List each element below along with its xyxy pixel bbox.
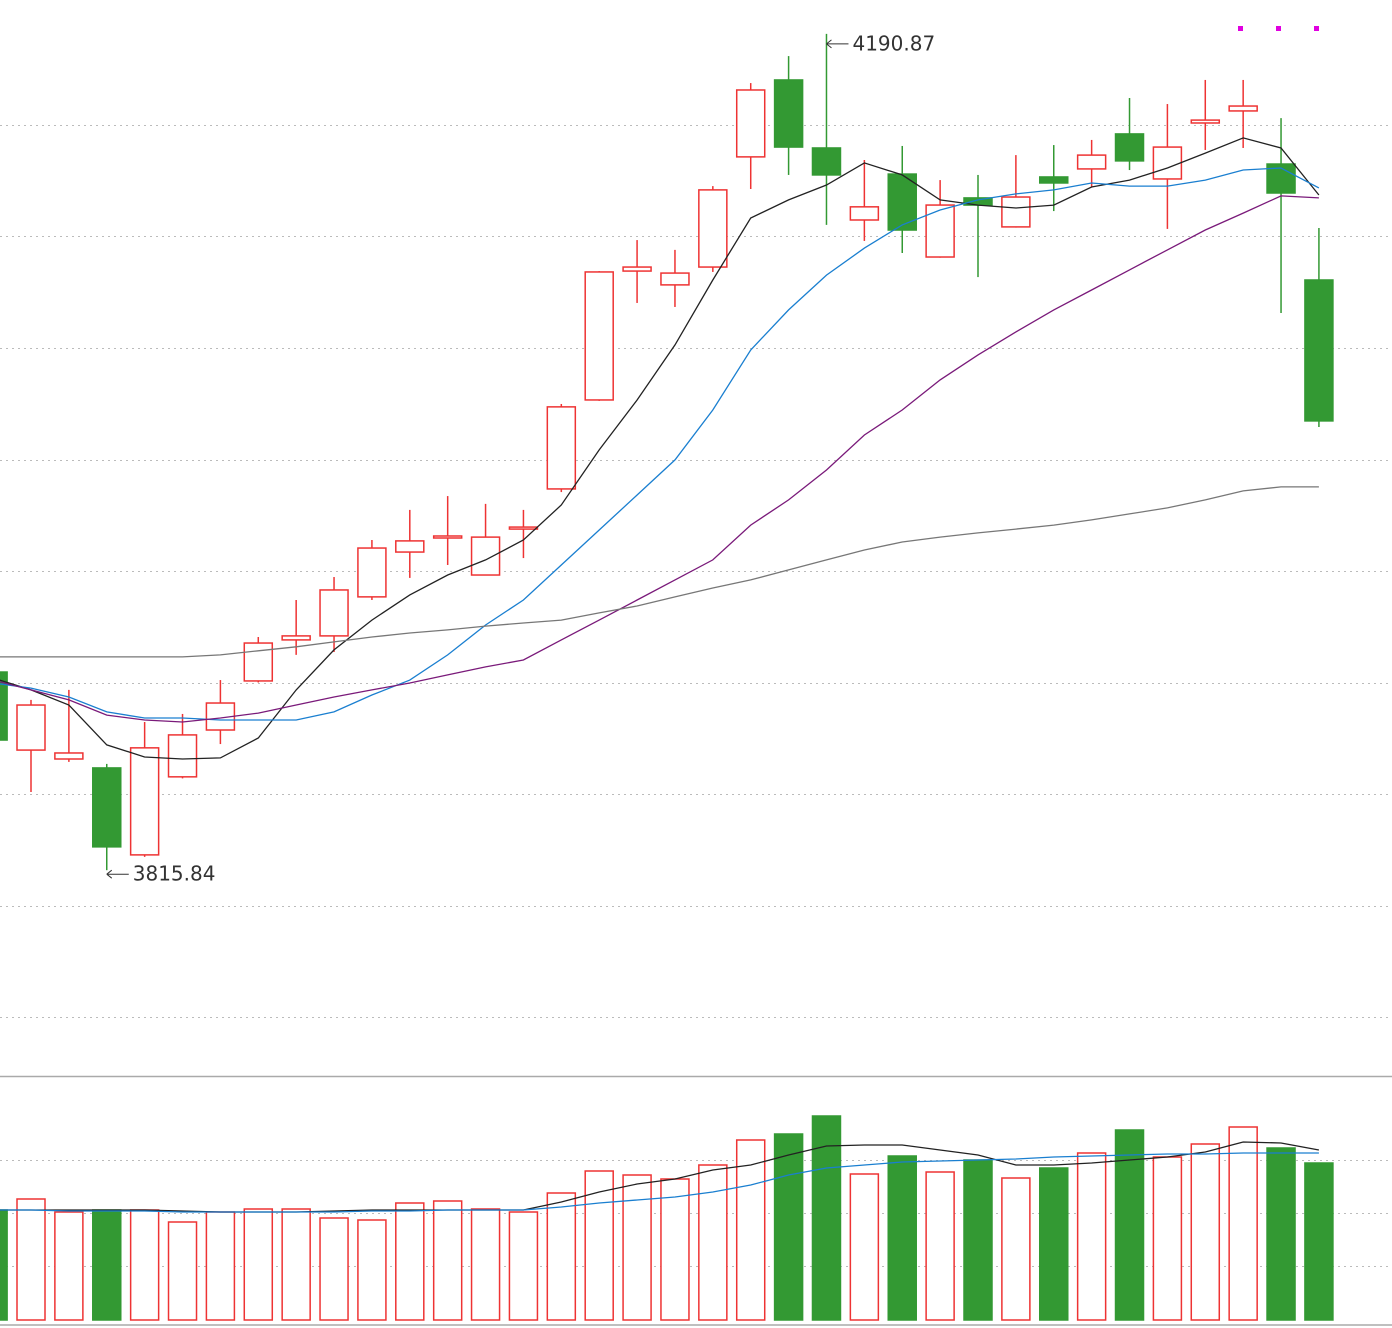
candle-body [811, 147, 842, 176]
candle-body [129, 747, 160, 856]
candle-body [773, 79, 804, 148]
volume-bar [1304, 1162, 1334, 1321]
volume-bar [319, 1217, 349, 1321]
annotation-arrow [826, 39, 849, 49]
candle-body [395, 540, 425, 553]
moving-average-line [0, 167, 1320, 721]
volume-bar [395, 1202, 425, 1321]
candle-body [92, 767, 122, 848]
volume-bar [243, 1208, 274, 1321]
candle-body [622, 266, 652, 272]
volume-bar [0, 1209, 8, 1321]
annotation-arrow [106, 869, 129, 879]
candle-body [470, 536, 501, 576]
candle-body [546, 406, 577, 490]
volume-bar [470, 1208, 501, 1321]
volume-bar [584, 1170, 614, 1321]
volume-bar [508, 1211, 539, 1321]
candle-body [54, 752, 84, 760]
volume-bar [54, 1211, 84, 1321]
candle-body [319, 589, 349, 637]
moving-average-line [0, 486, 1319, 658]
candle-body [1228, 105, 1258, 112]
volume-bar [622, 1174, 652, 1321]
volume-bar [1001, 1177, 1031, 1321]
volume-bar [357, 1219, 387, 1321]
candle-body [508, 526, 539, 530]
indicator-dot [1238, 26, 1243, 31]
volume-average-line [0, 1152, 1319, 1213]
volume-bar [205, 1211, 236, 1321]
volume-bar [432, 1200, 463, 1321]
volume-bar [735, 1139, 766, 1321]
candle-body [925, 204, 955, 258]
candle-body [281, 635, 311, 641]
volume-bar [16, 1198, 46, 1321]
candle-body [243, 642, 274, 682]
volume-bar [811, 1115, 842, 1321]
candle-body [849, 206, 880, 221]
candle-body [735, 89, 766, 158]
volume-bar [849, 1173, 880, 1321]
moving-average-line [0, 195, 1319, 723]
volume-bar [129, 1209, 160, 1321]
indicator-dot [1314, 26, 1319, 31]
candle-body [1190, 119, 1221, 124]
annotation-label: 4190.87 [852, 31, 935, 55]
volume-bar [660, 1178, 690, 1321]
volume-bar [1228, 1126, 1258, 1321]
candle-body [357, 547, 387, 598]
candle-body [584, 271, 614, 401]
volume-bar [1039, 1167, 1069, 1321]
candle-body [167, 734, 198, 778]
candle-body [432, 535, 463, 539]
moving-average-line [0, 137, 1320, 760]
volume-bar [887, 1155, 917, 1321]
volume-bar [1190, 1143, 1221, 1321]
candle-body [1076, 154, 1107, 170]
volume-bar [1076, 1152, 1107, 1321]
volume-bar [773, 1133, 804, 1321]
candle-body [1114, 133, 1145, 162]
volume-bar [92, 1209, 122, 1321]
volume-bar [1152, 1156, 1183, 1321]
annotation-label: 3815.84 [133, 862, 216, 886]
volume-bar [281, 1208, 311, 1321]
candle-body [1304, 279, 1334, 422]
volume-bar [1266, 1147, 1296, 1321]
candle-body [698, 189, 728, 268]
candle-body [0, 671, 8, 741]
volume-bar [167, 1221, 198, 1321]
volume-bar [546, 1192, 577, 1321]
candle-body [1001, 196, 1031, 228]
indicator-dot [1276, 26, 1281, 31]
volume-bar [925, 1171, 955, 1321]
volume-bar [698, 1164, 728, 1321]
candle-body [660, 272, 690, 286]
candle-body [1152, 146, 1183, 180]
volume-bar [963, 1159, 993, 1321]
candle-body [1039, 176, 1069, 184]
candle-body [16, 704, 46, 751]
volume-bar [1114, 1129, 1145, 1321]
